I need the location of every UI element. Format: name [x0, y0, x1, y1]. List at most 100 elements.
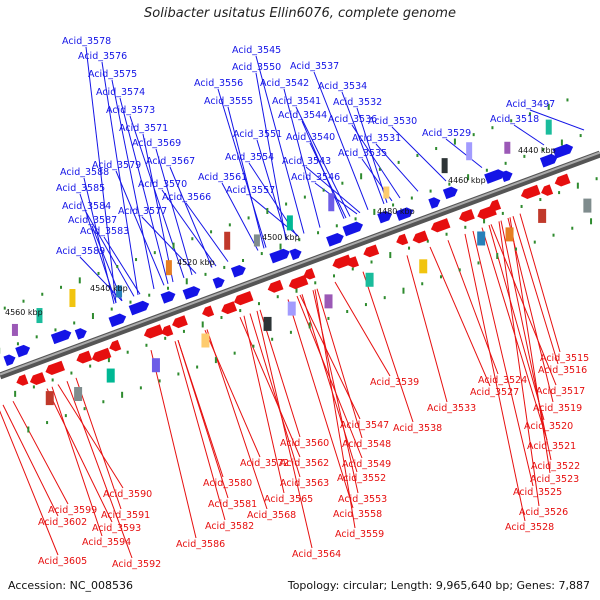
forward-gene-arrow [377, 210, 393, 224]
forward-leader-line [221, 182, 259, 251]
feature-block [253, 234, 260, 247]
feature-block [36, 308, 43, 324]
scale-tick [27, 426, 30, 433]
reverse-leader-line [51, 386, 103, 537]
forward-leader-line [283, 88, 321, 228]
feature-block [11, 323, 18, 336]
feature-block [286, 215, 293, 231]
scale-tick [204, 272, 207, 276]
reverse-leader-line [429, 246, 491, 387]
forward-leader-line [142, 133, 174, 283]
reverse-gene-label: Acid_3516 [538, 365, 587, 376]
scale-tick [346, 310, 349, 314]
scale-tick [579, 134, 582, 138]
reverse-gene-label: Acid_3592 [112, 559, 161, 570]
scale-tick [214, 357, 217, 364]
scale-tick [54, 328, 57, 332]
scale-tick [351, 267, 354, 271]
reverse-gene-arrow [16, 374, 29, 386]
feature-block [441, 158, 448, 174]
forward-gene-label: Acid_3531 [352, 133, 401, 144]
scale-tick [3, 306, 6, 310]
scale-tick [426, 239, 429, 243]
reverse-gene-arrow [541, 184, 554, 196]
scale-tick [373, 208, 376, 215]
scale-tick [177, 372, 180, 376]
reverse-gene-arrow [396, 233, 409, 246]
scale-tick [410, 196, 413, 200]
reverse-gene-arrow [554, 173, 571, 187]
forward-leader-line [513, 124, 545, 146]
forward-leader-line [391, 126, 447, 182]
feature-block [419, 259, 428, 274]
scale-tick [421, 282, 424, 286]
reverse-gene-label: Acid_3559 [335, 529, 384, 540]
scale-tick [501, 211, 504, 215]
forward-gene-label: Acid_3536 [328, 114, 377, 125]
scale-tick [378, 167, 381, 171]
scale-tick [496, 252, 499, 259]
scale-tick [166, 286, 169, 290]
scale-tick [485, 168, 488, 172]
scale-tick [354, 217, 357, 221]
forward-gene-label: Acid_3571 [119, 123, 168, 134]
reverse-leader-line [259, 309, 301, 438]
forward-leader-line [313, 71, 369, 211]
reverse-gene-label: Acid_3581 [208, 499, 257, 510]
scale-tick [185, 278, 188, 285]
reverse-gene-arrow [45, 360, 65, 375]
forward-leader-line [141, 216, 197, 274]
feature-tracks [3, 119, 592, 406]
feature-block [538, 208, 547, 223]
reverse-gene-label: Acid_3568 [247, 510, 296, 521]
reverse-gene-label: Acid_3526 [519, 507, 568, 518]
reverse-leader-line [301, 294, 358, 473]
reverse-gene-label: Acid_3522 [531, 461, 580, 472]
forward-gene-label: Acid_3578 [62, 36, 111, 47]
forward-gene-label: Acid_3537 [290, 61, 339, 72]
scale-tick [257, 302, 260, 306]
backbone-highlight [0, 151, 600, 376]
reverse-gene-label: Acid_3582 [205, 521, 254, 532]
scale-tick [510, 119, 513, 123]
forward-gene-label: Acid_3540 [286, 132, 335, 143]
genome-backbone [0, 150, 600, 380]
forward-gene-arrow [539, 153, 558, 168]
reverse-gene-arrow [430, 218, 451, 233]
forward-gene-arrow [428, 197, 441, 209]
forward-gene-label: Acid_3555 [204, 96, 253, 107]
forward-gene-arrow [230, 265, 246, 278]
reverse-leader-line [334, 281, 391, 377]
scale-tick [129, 300, 132, 304]
reverse-leader-line [0, 410, 59, 556]
reverse-gene-label: Acid_3565 [264, 494, 313, 505]
feature-block [545, 119, 552, 135]
forward-leader-line [79, 256, 123, 302]
feature-block [263, 316, 272, 331]
forward-gene-label: Acid_3589 [56, 246, 105, 257]
reverse-gene-arrow [172, 315, 188, 329]
reverse-gene-label: Acid_3524 [478, 375, 527, 386]
reverse-gene-label: Acid_3572 [240, 458, 289, 469]
reverse-leader-line [150, 350, 197, 539]
reverse-gene-label: Acid_3564 [292, 549, 341, 560]
reverse-gene-arrow [161, 324, 174, 337]
scale-ticks [0, 98, 598, 433]
reverse-gene-label: Acid_3521 [527, 441, 576, 452]
scale-tick [14, 390, 17, 397]
scale-tick [223, 265, 226, 269]
scale-tick [64, 414, 67, 418]
scale-tick [439, 275, 442, 279]
scale-tick [22, 299, 25, 303]
forward-leader-line [305, 166, 361, 214]
forward-gene-label: Acid_3546 [291, 172, 340, 183]
reverse-gene-label: Acid_3523 [530, 474, 579, 485]
feature-block [504, 141, 511, 154]
forward-leader-line [85, 211, 135, 297]
reverse-gene-label: Acid_3586 [176, 539, 225, 550]
scale-tick [360, 173, 363, 180]
reverse-leader-line [57, 384, 124, 489]
scale-tick [576, 182, 579, 189]
feature-block [466, 142, 473, 161]
reverse-gene-label: Acid_3580 [203, 478, 252, 489]
